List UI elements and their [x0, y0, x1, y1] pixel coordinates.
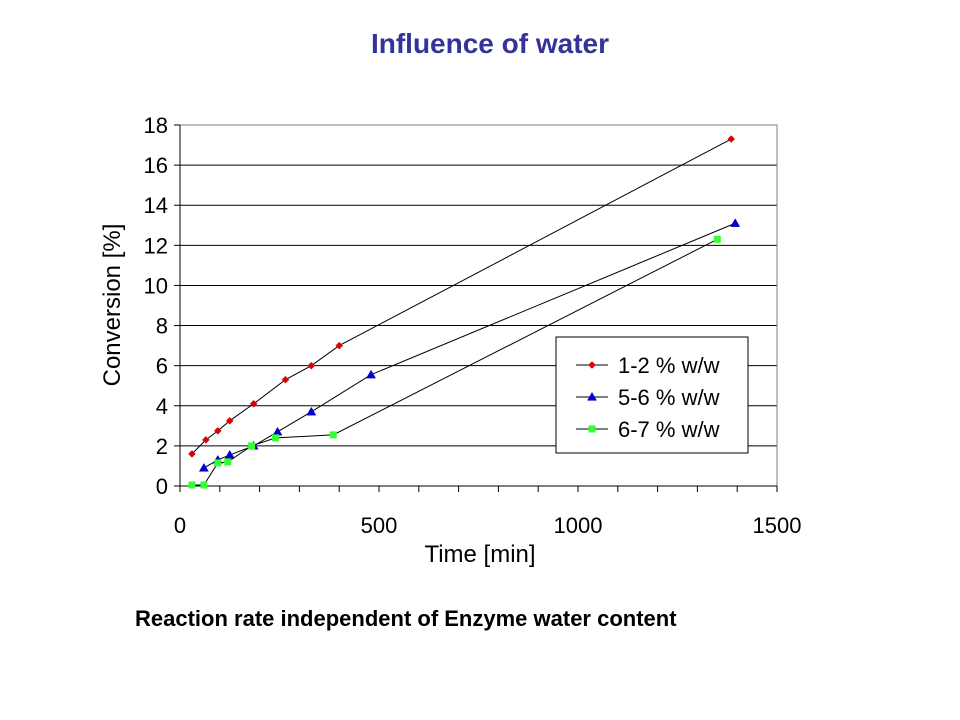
y-tick-label: 2 — [156, 434, 168, 459]
data-point — [198, 462, 209, 472]
y-tick-label: 18 — [144, 113, 168, 138]
legend-entry: 1-2 % w/w — [576, 353, 720, 378]
series-diamond — [188, 135, 736, 458]
data-point — [281, 375, 290, 384]
y-tick-labels: 0 2 4 6 8 10 12 14 16 18 — [144, 113, 168, 499]
chart-caption: Reaction rate independent of Enzyme wate… — [135, 606, 677, 631]
data-point — [713, 235, 721, 243]
data-point — [225, 416, 234, 425]
data-point — [727, 135, 736, 143]
y-axis-title: Conversion [%] — [99, 224, 126, 387]
y-tick-label: 12 — [144, 233, 168, 258]
x-tick-label: 1000 — [554, 513, 603, 538]
data-point — [588, 361, 596, 369]
legend-label: 1-2 % w/w — [618, 353, 720, 378]
data-point — [248, 442, 256, 450]
x-tick-label: 500 — [361, 513, 398, 538]
data-point — [202, 436, 210, 444]
data-point — [307, 361, 316, 370]
series-square — [188, 235, 721, 489]
gridlines — [180, 164, 777, 447]
legend-box — [555, 336, 749, 454]
y-tick-label: 4 — [156, 394, 168, 419]
x-tick-labels: 0 500 1000 1500 — [174, 513, 802, 538]
y-tick-label: 14 — [144, 193, 168, 218]
y-tick-label: 6 — [156, 354, 168, 379]
y-tick-label: 8 — [156, 314, 168, 339]
legend-entry: 5-6 % w/w — [576, 385, 720, 410]
x-axis-title: Time [min] — [424, 541, 535, 568]
data-point — [366, 369, 376, 379]
data-point — [588, 425, 596, 433]
y-tick-label: 16 — [144, 153, 168, 178]
data-point — [587, 391, 597, 401]
legend-entry: 6-7 % w/w — [576, 417, 720, 442]
legend-label: 6-7 % w/w — [618, 417, 720, 442]
y-tick-label: 0 — [156, 474, 168, 499]
data-point — [214, 459, 222, 467]
series-layer — [188, 135, 741, 489]
data-point — [188, 450, 196, 458]
legend: 1-2 % w/w 5-6 % w/w 6-7 % w/w — [555, 336, 749, 454]
data-point — [329, 431, 337, 439]
slide-title: Influence of water — [370, 28, 610, 59]
data-point — [188, 481, 196, 489]
data-point — [224, 458, 232, 466]
data-point — [249, 399, 258, 408]
data-point — [200, 481, 208, 489]
data-point — [272, 434, 280, 442]
data-point — [306, 406, 317, 416]
x-tick-label: 1500 — [753, 513, 802, 538]
data-point — [730, 218, 741, 227]
y-tick-label: 10 — [144, 273, 168, 298]
axes — [174, 124, 778, 492]
data-point — [224, 449, 235, 459]
x-tick-label: 0 — [174, 513, 186, 538]
data-point — [213, 426, 222, 435]
series-line — [191, 238, 718, 486]
data-point — [335, 341, 344, 350]
legend-label: 5-6 % w/w — [618, 385, 720, 410]
data-point — [272, 426, 283, 436]
